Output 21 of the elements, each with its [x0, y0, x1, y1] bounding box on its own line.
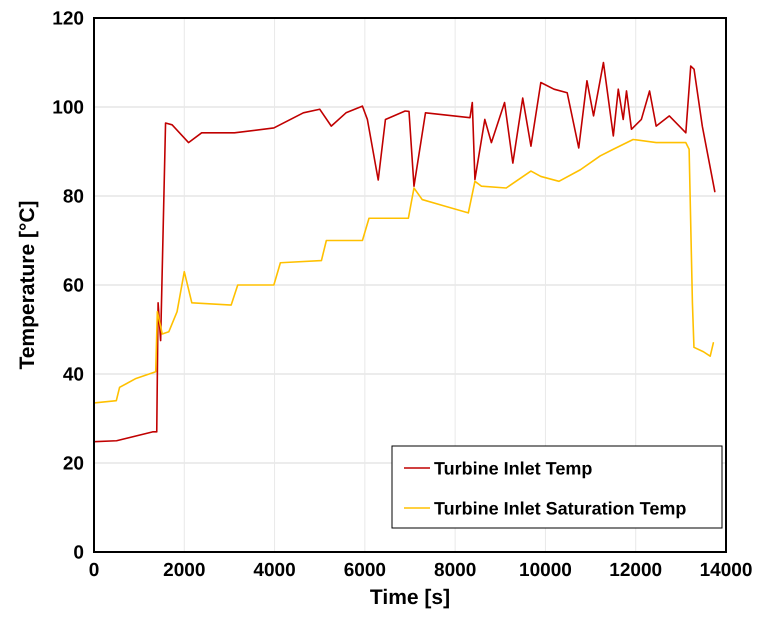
- legend-label: Turbine Inlet Saturation Temp: [434, 498, 686, 518]
- x-tick-label: 2000: [163, 560, 206, 581]
- y-tick-label: 40: [62, 364, 84, 386]
- x-tick-label: 4000: [253, 560, 296, 581]
- y-tick-label: 100: [52, 98, 84, 119]
- y-axis-title: Temperature [°C]: [16, 200, 39, 370]
- x-tick-label: 6000: [344, 560, 386, 581]
- y-tick-label: 120: [52, 8, 84, 30]
- x-tick-label: 12000: [609, 560, 662, 581]
- y-tick-label: 20: [62, 454, 84, 475]
- x-tick-label: 0: [88, 560, 100, 581]
- x-tick-label: 8000: [434, 560, 476, 581]
- line-series: [93, 138, 714, 404]
- x-tick-label: 14000: [700, 560, 752, 581]
- y-tick-label: 60: [62, 276, 84, 297]
- x-axis-title: Time [s]: [370, 586, 450, 609]
- y-tick-label: 0: [73, 542, 84, 564]
- legend-label: Turbine Inlet Temp: [434, 458, 592, 478]
- y-tick-label: 80: [62, 186, 84, 208]
- line-series: [93, 62, 716, 442]
- x-tick-label: 10000: [519, 560, 572, 581]
